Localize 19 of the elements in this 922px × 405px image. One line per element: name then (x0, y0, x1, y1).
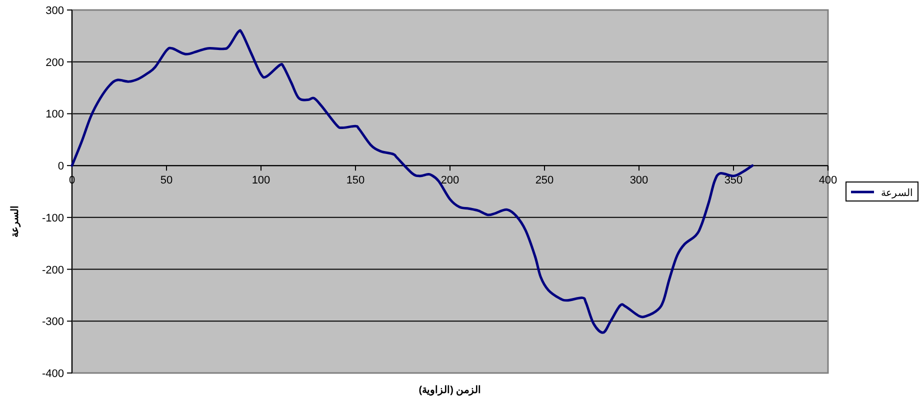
x-tick-label: 300 (630, 174, 648, 187)
x-tick-label: 250 (535, 174, 554, 187)
x-axis-title: الزمن (الزاوية) (418, 385, 482, 396)
y-tick-label: -300 (42, 316, 64, 328)
x-tick-label: 400 (818, 174, 838, 187)
x-tick-label: 100 (252, 174, 270, 187)
legend: السرعة (846, 182, 918, 202)
y-tick-label: -100 (42, 212, 64, 224)
y-tick-label: 100 (46, 108, 64, 121)
y-tick-label: 0 (58, 160, 64, 173)
y-tick-label: 200 (46, 56, 64, 69)
y-tick-label: -400 (42, 368, 64, 380)
x-tick-label: 200 (440, 174, 460, 187)
x-tick-label: 50 (160, 174, 173, 187)
y-tick-label: 300 (46, 5, 64, 17)
x-tick-label: 150 (346, 174, 365, 187)
y-tick-label: -200 (42, 264, 64, 276)
y-axis-title: السرعة (10, 206, 21, 238)
legend-label: السرعة (881, 188, 913, 199)
